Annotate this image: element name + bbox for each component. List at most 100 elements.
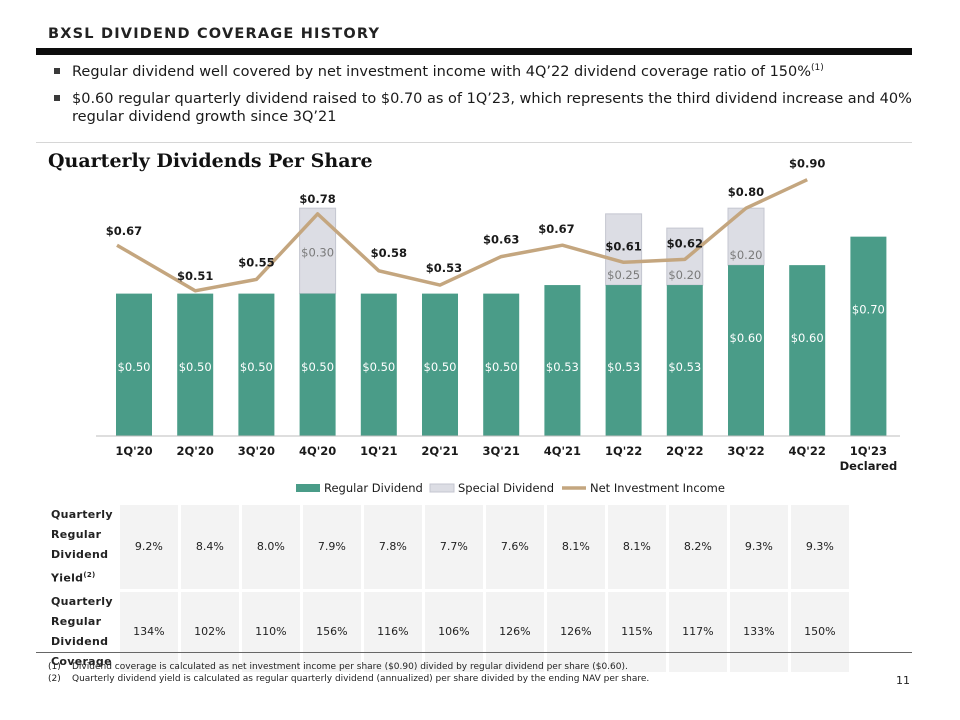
regular-dividend-bar bbox=[116, 293, 152, 436]
metrics-row: Quarterly Regular Dividend Coverage 134% 102%… bbox=[48, 588, 852, 675]
regular-dividend-bar bbox=[238, 293, 275, 436]
regular-dividend-label: $0.53 bbox=[546, 360, 579, 374]
regular-dividend-bar bbox=[360, 293, 397, 436]
metrics-cell: 7.6% bbox=[482, 502, 547, 592]
regular-dividend-bar bbox=[850, 236, 887, 436]
footnote-text: Dividend coverage is calculated as net i… bbox=[72, 662, 628, 672]
regular-dividend-bar bbox=[789, 265, 826, 436]
metrics-cell: 102% bbox=[177, 588, 242, 675]
metrics-cell: 9.3% bbox=[787, 502, 852, 592]
page-number: 11 bbox=[896, 674, 910, 687]
special-dividend-label: $0.30 bbox=[301, 246, 334, 260]
regular-dividend-label: $0.50 bbox=[179, 360, 212, 374]
nii-label: $0.51 bbox=[177, 269, 213, 283]
regular-dividend-bar bbox=[605, 285, 642, 436]
x-tick-label: 2Q'21 bbox=[421, 444, 458, 458]
metrics-row-header-line: Dividend bbox=[51, 548, 109, 561]
metrics-cell: 116% bbox=[360, 588, 425, 675]
metrics-cell: 117% bbox=[665, 588, 730, 675]
nii-label: $0.62 bbox=[667, 236, 703, 250]
dividend-chart: $0.50 $0.50 $0.50 $0.50 $0.50 $0.50 $0.50 $0.53… bbox=[96, 157, 900, 495]
nii-label: $0.67 bbox=[106, 224, 142, 238]
metrics-cell: 7.7% bbox=[421, 502, 486, 592]
metrics-row-header-line: Quarterly bbox=[51, 508, 113, 521]
bullet-footnote-ref: (1) bbox=[811, 63, 824, 74]
nii-label: $0.80 bbox=[728, 185, 764, 199]
legend-special-swatch bbox=[429, 483, 455, 493]
x-tick-label: 1Q'21 bbox=[360, 444, 397, 458]
x-tick-label: 2Q'20 bbox=[177, 444, 214, 458]
nii-label: $0.55 bbox=[238, 255, 274, 269]
regular-dividend-label: $0.53 bbox=[607, 360, 640, 374]
footnote-text: Quarterly dividend yield is calculated a… bbox=[72, 674, 650, 684]
regular-dividend-label: $0.53 bbox=[668, 360, 701, 374]
regular-dividend-bar bbox=[728, 265, 764, 436]
regular-dividend-bar bbox=[483, 293, 520, 436]
x-tick-label: 1Q'23 bbox=[850, 444, 887, 458]
special-dividend-label: $0.20 bbox=[730, 248, 763, 262]
footnote-number: (2) bbox=[48, 674, 61, 684]
regular-dividend-label: $0.50 bbox=[362, 360, 395, 374]
metrics-cell: 7.9% bbox=[299, 502, 364, 592]
bullet-item: Regular dividend well covered by net inv… bbox=[54, 63, 914, 82]
regular-dividend-label: $0.60 bbox=[730, 331, 763, 345]
x-tick-label: Declared bbox=[840, 459, 898, 473]
metrics-cell: 156% bbox=[299, 588, 364, 675]
metrics-cell: 8.1% bbox=[543, 502, 608, 592]
metrics-cell: 133% bbox=[726, 588, 791, 675]
nii-label: $0.53 bbox=[426, 261, 462, 275]
special-dividend-bar bbox=[666, 227, 704, 286]
nii-label: $0.90 bbox=[789, 157, 825, 171]
special-dividend-bar bbox=[299, 207, 337, 295]
regular-dividend-bar bbox=[422, 293, 458, 436]
x-tick-label: 4Q'21 bbox=[544, 444, 581, 458]
metrics-row-header-line: Regular bbox=[51, 528, 102, 541]
metrics-row: Quarterly Regular Dividend Yield(2) 9.2% 8.4%… bbox=[48, 502, 852, 592]
metrics-row-header-line: Quarterly bbox=[51, 594, 113, 608]
metrics-row-header-line: Coverage bbox=[51, 654, 112, 668]
regular-dividend-label: $0.50 bbox=[240, 360, 273, 374]
metrics-cell: 7.8% bbox=[360, 502, 425, 592]
header-rule bbox=[36, 48, 912, 55]
regular-dividend-bar bbox=[666, 285, 703, 436]
metrics-cell: 106% bbox=[421, 588, 486, 675]
legend-nii-label: Net Investment Income bbox=[590, 481, 725, 495]
x-tick-label: 4Q'22 bbox=[789, 444, 826, 458]
bullet-text: $0.60 regular quarterly dividend raised … bbox=[72, 90, 912, 126]
section-divider bbox=[36, 142, 912, 143]
special-dividend-label: $0.20 bbox=[668, 268, 701, 282]
footnotes: (1) Dividend coverage is calculated as n… bbox=[48, 661, 868, 685]
metrics-cell: 126% bbox=[543, 588, 608, 675]
regular-dividend-label: $0.70 bbox=[852, 303, 885, 317]
footnote: (2) Quarterly dividend yield is calculat… bbox=[48, 673, 868, 685]
metrics-cell: 115% bbox=[604, 588, 669, 675]
x-tick-label: 1Q'22 bbox=[605, 444, 642, 458]
metrics-row-header: Quarterly Regular Dividend Yield(2) bbox=[48, 502, 120, 592]
nii-label: $0.61 bbox=[605, 239, 641, 253]
nii-label: $0.58 bbox=[371, 246, 407, 260]
metrics-cell: 8.0% bbox=[238, 502, 303, 592]
bullet-text: Regular dividend well covered by net inv… bbox=[72, 64, 812, 80]
regular-dividend-label: $0.50 bbox=[118, 360, 151, 374]
metrics-cell: 8.4% bbox=[177, 502, 242, 592]
nii-label: $0.78 bbox=[299, 192, 335, 206]
metrics-table: Quarterly Regular Dividend Yield(2) 9.2% 8.4%… bbox=[48, 502, 852, 675]
nii-line bbox=[116, 178, 808, 293]
legend-regular-label: Regular Dividend bbox=[324, 481, 423, 495]
chart-title: Quarterly Dividends Per Share bbox=[48, 150, 373, 172]
metrics-cell: 8.2% bbox=[665, 502, 730, 592]
metrics-cell: 9.2% bbox=[116, 502, 181, 592]
metrics-row-header-line: Yield(2) bbox=[51, 571, 96, 585]
metrics-cell: 9.3% bbox=[726, 502, 791, 592]
legend-regular-swatch bbox=[296, 484, 320, 492]
x-tick-label: 1Q'20 bbox=[115, 444, 152, 458]
metrics-row-header-line: Regular bbox=[51, 614, 102, 628]
metrics-cell: 126% bbox=[482, 588, 547, 675]
footnote-number: (1) bbox=[48, 662, 61, 672]
x-tick-label: 2Q'22 bbox=[666, 444, 703, 458]
metrics-cell: 8.1% bbox=[604, 502, 669, 592]
page-title: BXSL DIVIDEND COVERAGE HISTORY bbox=[48, 26, 381, 42]
metrics-cell: 150% bbox=[787, 588, 852, 675]
x-tick-label: 4Q'20 bbox=[299, 444, 336, 458]
nii-label: $0.67 bbox=[538, 222, 574, 236]
